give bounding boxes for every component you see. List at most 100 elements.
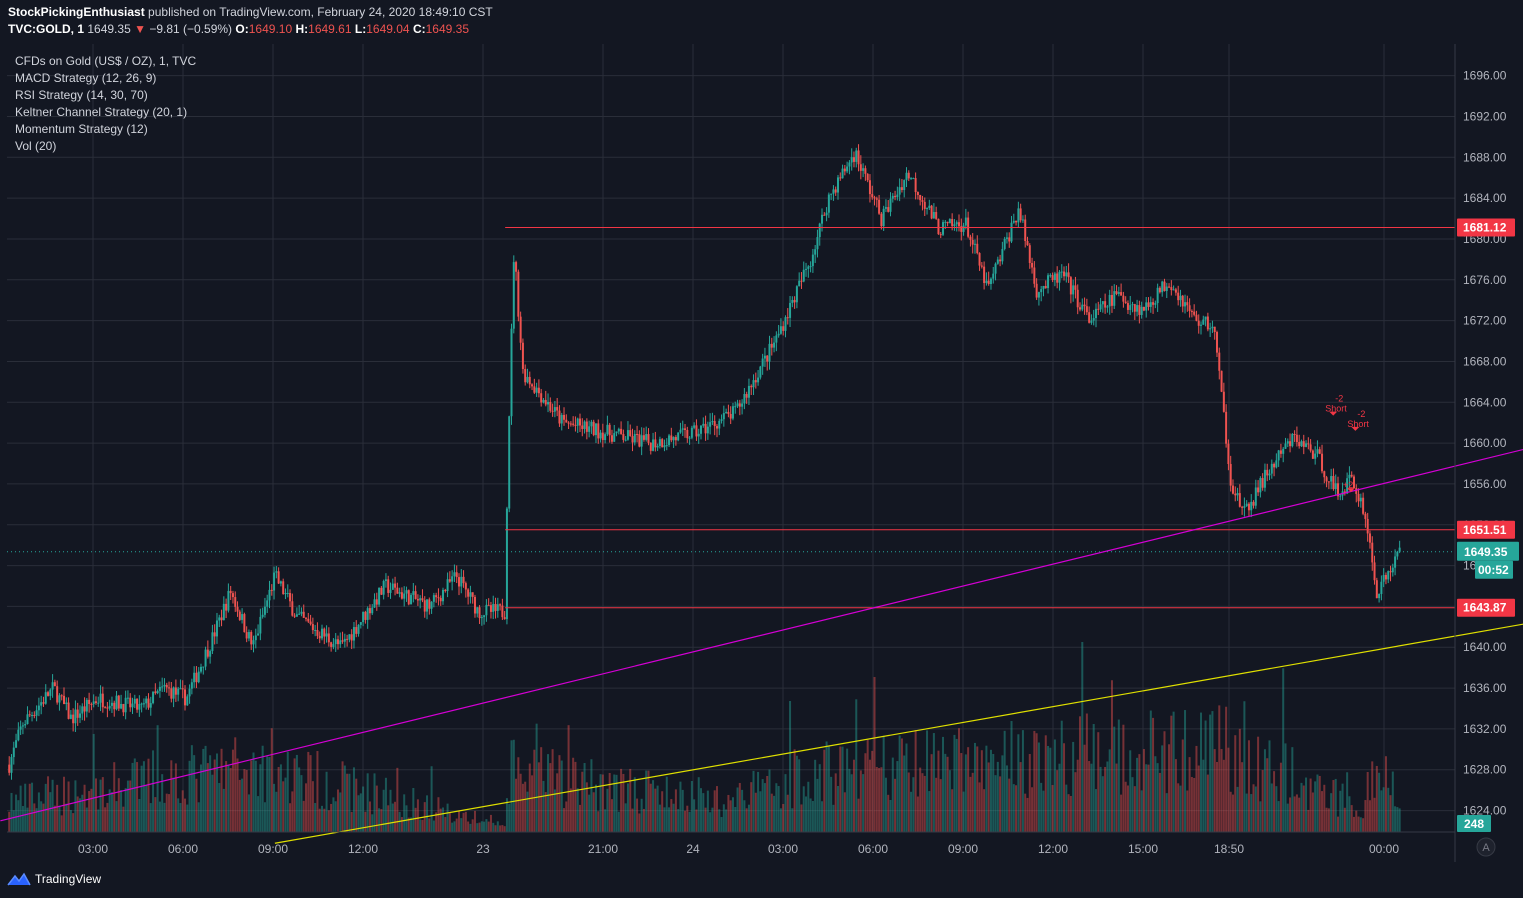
volume-bar [791,808,794,832]
candle-body [613,433,616,442]
volume-bar [638,813,641,832]
candle-body [339,640,342,645]
volume-bar [467,821,470,832]
volume-bar [291,791,294,832]
candle-body [341,640,344,642]
volume-bar [1289,797,1292,832]
volume-bar [275,791,278,832]
volume-bar [700,788,703,832]
symbol-label[interactable]: TVC:GOLD, 1 [8,22,85,36]
volume-bar [1081,642,1084,832]
volume-bar [777,786,780,832]
candle-body [553,407,556,412]
candle-body [921,200,924,202]
candle-body [1172,289,1175,291]
volume-bar [371,814,374,832]
volume-bar [1302,785,1305,832]
volume-bar [1307,809,1310,832]
volume-bar [1282,668,1285,832]
candle-body [236,606,239,612]
volume-bar [44,783,47,832]
candle-body [946,221,949,224]
candle-body [120,703,123,709]
volume-bar [305,783,308,832]
candle-body [590,421,593,427]
last-price-label: 1649.35 [1464,545,1508,559]
volume-bar [1291,747,1294,832]
volume-bar [1337,816,1340,832]
candle-body [99,693,102,703]
candle-body [688,437,691,439]
candle-body [578,418,581,426]
volume-bar [1266,758,1269,832]
candle-body [1138,305,1141,315]
candle-body [928,205,931,209]
volume-bar [1366,772,1369,832]
volume-bar [1387,787,1390,832]
candle-body [113,702,116,710]
tradingview-brand[interactable]: TradingView [7,872,101,886]
volume-bar [323,808,326,832]
candle-body [78,713,81,718]
volume-bar [839,746,842,832]
volume-bar [188,760,191,832]
volume-bar [827,745,830,832]
candle-body [983,266,986,284]
candle-body [1081,304,1084,310]
candle-body [234,597,237,607]
legend-keltner[interactable]: Keltner Channel Strategy (20, 1) [15,105,188,119]
candle-body [188,688,191,697]
volume-bar [857,798,860,832]
volume-bar [594,784,597,832]
volume-bar [688,811,691,832]
candle-body [1097,308,1100,310]
price-tick-label: 1676.00 [1463,273,1507,287]
volume-bar [31,782,34,832]
legend-volume[interactable]: Vol (20) [15,139,57,153]
volume-bar [741,789,744,832]
volume-bar [674,789,677,832]
author-name[interactable]: StockPickingEnthusiast [8,5,145,19]
candle-body [980,265,983,267]
volume-bar [592,792,595,832]
time-tick-label: 03:00 [768,842,798,856]
candle-body [1122,295,1125,302]
magenta-trend-line [0,448,1523,822]
candle-body [935,212,938,219]
close-value: 1649.35 [425,22,470,36]
legend-series[interactable]: CFDs on Gold (US$ / OZ), 1, TVC [15,54,197,68]
volume-bar [65,803,68,832]
volume-bar [983,789,986,832]
candle-body [827,194,830,213]
candle-body [1026,241,1029,246]
candle-body [430,601,433,609]
candle-body [229,590,232,594]
legend-momentum[interactable]: Momentum Strategy (12) [15,122,148,136]
volume-bar [588,794,591,832]
candle-body [914,178,917,193]
candle-body [1149,302,1152,307]
candle-body [1318,449,1321,454]
volume-bar [1145,764,1148,832]
candle-body [1188,305,1191,311]
volume-bar [218,783,221,832]
candle-body [396,587,399,594]
legend-macd[interactable]: MACD Strategy (12, 26, 9) [15,71,157,85]
candle-body [206,649,209,657]
volume-bar [174,763,177,832]
legend-rsi[interactable]: RSI Strategy (14, 30, 70) [15,88,148,102]
volume-bar [149,803,152,832]
volume-bar [284,777,287,832]
candle-body [948,219,951,224]
volume-bar [1142,749,1145,832]
candle-body [652,439,655,451]
volume-bar [681,789,684,832]
candle-body [793,299,796,303]
candle-body [741,403,744,407]
volume-bar [1396,807,1399,832]
candle-body [1252,501,1255,506]
candle-body [585,421,588,432]
candle-body [1220,370,1223,392]
volume-bar [318,808,321,832]
